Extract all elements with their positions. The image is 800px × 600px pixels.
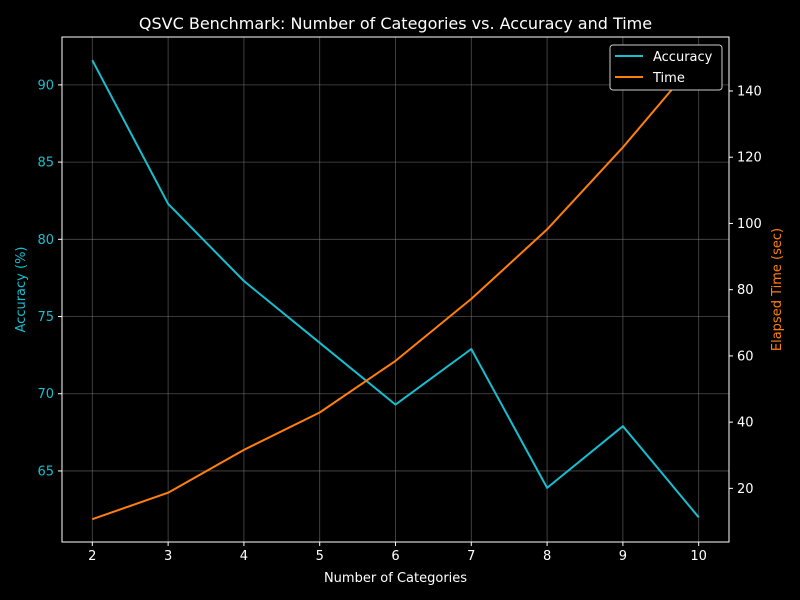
right-y-tick-label: 140: [737, 84, 762, 99]
left-y-tick-label: 80: [37, 233, 54, 248]
plot-series: [91, 57, 700, 521]
right-y-tick-label: 100: [737, 217, 762, 232]
chart-title: QSVC Benchmark: Number of Categories vs.…: [139, 14, 652, 33]
x-tick-label: 10: [690, 549, 707, 564]
legend-label-time: Time: [652, 71, 685, 86]
x-axis-label: Number of Categories: [324, 571, 467, 586]
series-line-accuracy: [91, 59, 700, 518]
axes: 2 3 4 5 6 7 8 9 10 65 70 75 80 85 90 20 40 60 80 100 120 140: [37, 78, 761, 564]
x-tick-label: 5: [316, 549, 324, 564]
grid: [62, 37, 729, 542]
left-y-axis-label: Accuracy (%): [14, 247, 29, 333]
left-y-tick-label: 70: [37, 387, 54, 402]
x-tick-label: 9: [619, 549, 627, 564]
right-y-axis-label: Elapsed Time (sec): [770, 228, 785, 351]
x-tick-label: 3: [164, 549, 172, 564]
right-y-tick-label: 80: [737, 283, 754, 298]
left-y-tick-label: 65: [37, 464, 54, 479]
legend: Accuracy Time: [609, 44, 723, 91]
series-line-time: [91, 57, 700, 521]
x-tick-label: 4: [240, 549, 248, 564]
right-y-tick-label: 60: [737, 349, 754, 364]
x-tick-label: 8: [543, 549, 551, 564]
left-y-tick-label: 75: [37, 310, 54, 325]
right-y-tick-label: 20: [737, 482, 754, 497]
left-y-tick-label: 85: [37, 156, 54, 171]
x-tick-label: 6: [391, 549, 399, 564]
right-y-tick-label: 120: [737, 151, 762, 166]
x-tick-label: 2: [88, 549, 96, 564]
legend-label-accuracy: Accuracy: [653, 50, 713, 65]
x-tick-label: 7: [467, 549, 475, 564]
left-y-tick-label: 90: [37, 78, 54, 93]
right-y-tick-label: 40: [737, 416, 754, 431]
